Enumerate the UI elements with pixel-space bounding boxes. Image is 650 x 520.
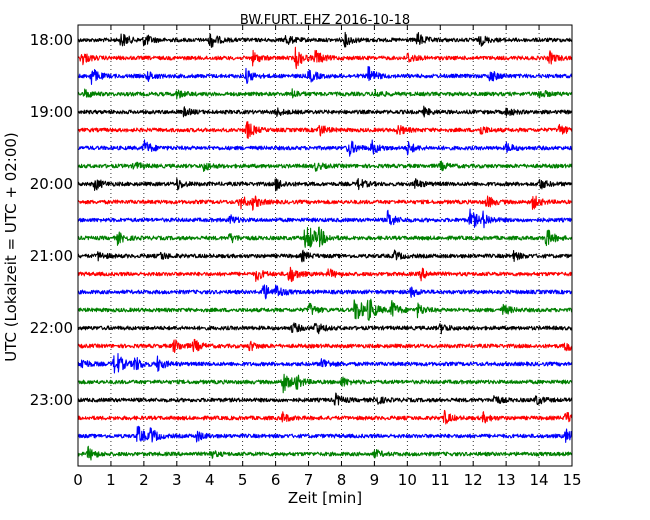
seismogram-trace xyxy=(77,139,573,157)
y-tick-label: 21:00 xyxy=(30,247,73,265)
x-tick-label: 3 xyxy=(172,471,182,489)
y-tick-label: 23:00 xyxy=(30,391,73,409)
x-tick-label: 5 xyxy=(238,471,248,489)
seismogram-trace xyxy=(77,65,573,85)
y-ticks: 18:00 19:00 20:00 21:00 22:00 23:00 xyxy=(30,31,572,409)
seismogram-trace xyxy=(77,249,573,263)
seismogram-trace xyxy=(77,353,573,374)
seismogram-trace xyxy=(77,425,573,443)
y-axis-label: UTC (Lokalzeit = UTC + 02:00) xyxy=(2,132,20,362)
seismogram-trace xyxy=(77,46,573,70)
y-tick-label: 22:00 xyxy=(30,319,73,337)
seismogram-trace xyxy=(77,266,573,283)
seismogram-trace xyxy=(77,121,573,139)
seismogram-trace xyxy=(77,409,573,425)
x-ticks: 0 1 2 3 4 5 6 7 8 9 10 11 12 13 14 15 xyxy=(73,25,582,489)
seismogram-trace xyxy=(77,284,573,300)
seismogram-trace xyxy=(77,208,573,229)
seismogram-trace xyxy=(77,105,573,118)
x-tick-label: 13 xyxy=(497,471,516,489)
seismogram-trace xyxy=(77,445,573,461)
x-tick-label: 4 xyxy=(205,471,215,489)
seismogram-trace xyxy=(77,298,573,321)
x-tick-label: 9 xyxy=(370,471,380,489)
seismogram-trace xyxy=(77,373,573,394)
x-axis-label: Zeit [min] xyxy=(288,489,362,507)
plot-frame xyxy=(77,24,573,467)
seismogram-trace xyxy=(77,338,573,353)
x-tick-label: 10 xyxy=(398,471,417,489)
seismogram-trace xyxy=(77,392,573,406)
y-tick-label: 18:00 xyxy=(30,31,73,49)
x-tick-label: 7 xyxy=(304,471,314,489)
x-tick-label: 12 xyxy=(464,471,483,489)
y-tick-label: 19:00 xyxy=(30,103,73,121)
seismogram-trace xyxy=(77,177,573,192)
traces-group xyxy=(77,31,573,461)
x-tick-label: 14 xyxy=(530,471,549,489)
chart-title: BW.FURT..EHZ 2016-10-18 xyxy=(240,13,410,28)
x-tick-label: 8 xyxy=(337,471,347,489)
x-tick-label: 0 xyxy=(73,471,83,489)
x-tick-label: 2 xyxy=(139,471,149,489)
seismogram-trace xyxy=(77,160,573,173)
seismogram-trace xyxy=(77,195,573,211)
seismogram-trace xyxy=(77,88,573,100)
x-tick-label: 11 xyxy=(431,471,450,489)
x-tick-label: 6 xyxy=(271,471,281,489)
seismogram-trace xyxy=(77,31,573,48)
x-tick-label: 15 xyxy=(562,471,581,489)
y-tick-label: 20:00 xyxy=(30,175,73,193)
seismogram-trace xyxy=(77,226,573,248)
seismogram-trace xyxy=(77,322,573,335)
x-tick-label: 1 xyxy=(106,471,116,489)
